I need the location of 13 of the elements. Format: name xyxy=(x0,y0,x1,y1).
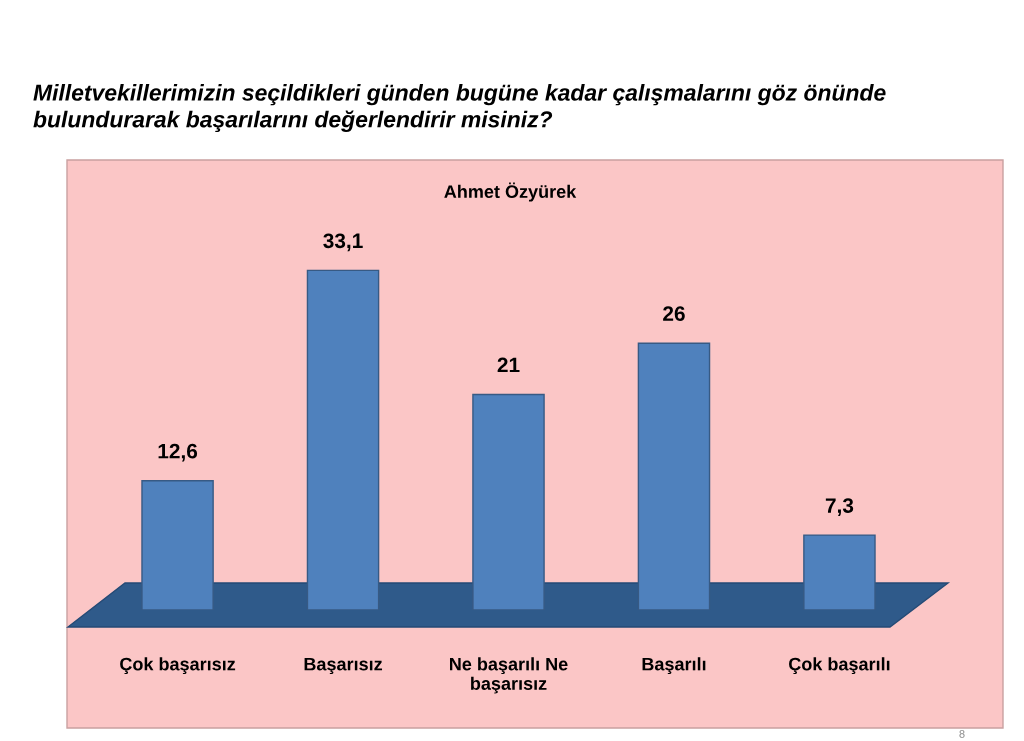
x-tick-label: Başarısız xyxy=(304,657,383,675)
chart-title: Milletvekillerimizin seçildikleri günden bugüne kadar çalışmalarını göz önünde bulundurarak başarılarını değerlendirir misiniz? xyxy=(33,84,886,133)
x-tick-label: Başarılı xyxy=(642,657,706,675)
data-label: 7,3 xyxy=(825,498,854,516)
data-label: 21 xyxy=(497,357,520,373)
data-label: 33,1 xyxy=(323,233,363,252)
chart-subtitle: Ahmet Özyürek xyxy=(444,182,577,202)
x-tick-label: Çok başarılı xyxy=(789,657,890,675)
data-label: 26 xyxy=(663,306,685,322)
data-label: 12,6 xyxy=(158,443,198,462)
x-tick-label: Çok başarısız xyxy=(120,657,236,675)
x-tick-label: Ne başarılı Ne başarısız xyxy=(450,657,568,694)
text: 8 xyxy=(959,729,965,738)
